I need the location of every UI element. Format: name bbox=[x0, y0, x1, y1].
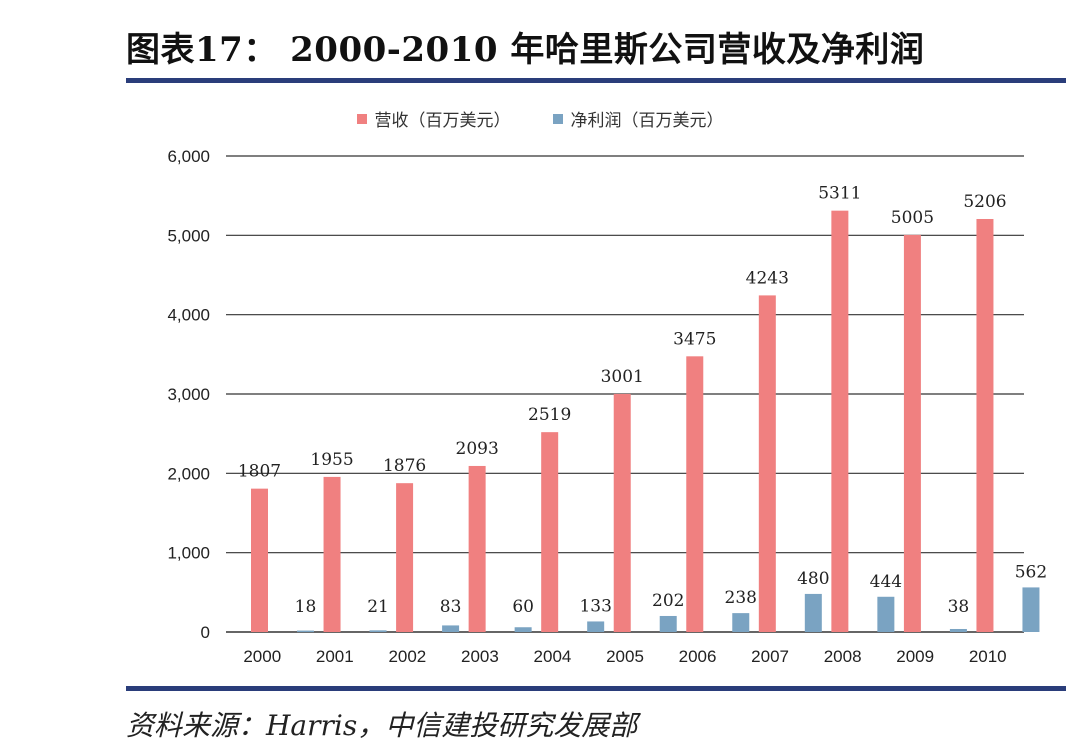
x-tick-label-2001: 2001 bbox=[316, 647, 354, 666]
bar-revenue-2003 bbox=[468, 465, 486, 632]
x-tick-label-2003: 2003 bbox=[461, 647, 499, 666]
data-label-net-profit-2009: 38 bbox=[948, 597, 970, 617]
data-label-revenue-2010: 5206 bbox=[963, 192, 1006, 212]
legend-label-net-profit: 净利润（百万美元） bbox=[570, 111, 724, 131]
legend-swatch-revenue bbox=[356, 113, 367, 124]
chart-legend: 营收（百万美元） 净利润（百万美元） bbox=[0, 106, 1080, 131]
x-tick-label-2005: 2005 bbox=[606, 647, 644, 666]
data-label-revenue-2009: 5005 bbox=[891, 208, 934, 228]
legend-item-net-profit: 净利润（百万美元） bbox=[552, 106, 724, 131]
y-tick-label: 6,000 bbox=[167, 147, 210, 166]
data-label-revenue-2002: 1876 bbox=[383, 456, 426, 476]
data-label-net-profit-2006: 238 bbox=[725, 588, 757, 608]
x-tick-label-2000: 2000 bbox=[243, 647, 281, 666]
bar-revenue-2006 bbox=[686, 356, 704, 632]
bar-net-profit-2008 bbox=[877, 596, 895, 632]
y-tick-label: 4,000 bbox=[167, 306, 210, 325]
bar-net-profit-2007 bbox=[804, 593, 822, 632]
bar-revenue-2004 bbox=[541, 432, 559, 632]
bar-net-profit-2005 bbox=[659, 615, 677, 632]
y-tick-label: 3,000 bbox=[167, 385, 210, 404]
data-label-revenue-2004: 2519 bbox=[528, 405, 571, 425]
x-tick-label-2004: 2004 bbox=[534, 647, 572, 666]
legend-item-revenue: 营收（百万美元） bbox=[356, 106, 511, 131]
data-label-net-profit-2004: 133 bbox=[579, 596, 611, 616]
bar-net-profit-2003 bbox=[514, 627, 532, 632]
data-label-net-profit-2005: 202 bbox=[652, 591, 684, 611]
bar-revenue-2009 bbox=[903, 234, 921, 633]
bar-net-profit-2000 bbox=[297, 630, 314, 633]
legend-label-revenue: 营收（百万美元） bbox=[374, 111, 511, 131]
data-label-revenue-2006: 3475 bbox=[673, 329, 716, 349]
bar-net-profit-2004 bbox=[587, 621, 605, 632]
data-label-revenue-2003: 2093 bbox=[456, 439, 499, 459]
bar-net-profit-2002 bbox=[442, 625, 460, 632]
data-label-revenue-2007: 4243 bbox=[746, 268, 789, 288]
data-label-revenue-2008: 5311 bbox=[818, 184, 861, 204]
bar-revenue-2000 bbox=[251, 488, 268, 632]
y-tick-label: 0 bbox=[201, 623, 210, 642]
bar-revenue-2010 bbox=[976, 218, 994, 632]
top-rule bbox=[126, 78, 1066, 83]
bar-revenue-2008 bbox=[831, 210, 849, 633]
data-label-revenue-2001: 1955 bbox=[310, 450, 353, 470]
bar-revenue-2007 bbox=[758, 295, 776, 632]
bar-revenue-2001 bbox=[323, 476, 341, 632]
x-tick-label-2008: 2008 bbox=[824, 647, 862, 666]
x-tick-label-2010: 2010 bbox=[969, 647, 1007, 666]
data-label-net-profit-2001: 21 bbox=[367, 597, 389, 617]
figure-title: 图表17： 2000-2010 年哈里斯公司营收及净利润 bbox=[126, 30, 925, 70]
bar-revenue-2005 bbox=[613, 393, 631, 632]
data-label-net-profit-2010: 562 bbox=[1015, 562, 1047, 582]
bar-net-profit-2009 bbox=[949, 628, 967, 632]
bottom-rule bbox=[126, 686, 1066, 691]
data-label-revenue-2005: 3001 bbox=[601, 367, 644, 387]
x-tick-label-2002: 2002 bbox=[388, 647, 426, 666]
data-label-net-profit-2007: 480 bbox=[797, 569, 829, 589]
bar-net-profit-2001 bbox=[369, 630, 387, 632]
x-tick-label-2006: 2006 bbox=[679, 647, 717, 666]
data-label-net-profit-2002: 83 bbox=[440, 597, 462, 617]
data-label-net-profit-2003: 60 bbox=[512, 597, 534, 617]
x-tick-label-2007: 2007 bbox=[751, 647, 789, 666]
data-label-net-profit-2000: 18 bbox=[295, 597, 317, 617]
legend-swatch-net-profit bbox=[552, 113, 563, 124]
x-tick-label-2009: 2009 bbox=[896, 647, 934, 666]
bar-net-profit-2006 bbox=[732, 613, 750, 632]
data-label-net-profit-2008: 444 bbox=[870, 572, 902, 592]
bar-net-profit-2010 bbox=[1022, 587, 1040, 632]
y-tick-label: 5,000 bbox=[167, 226, 210, 245]
bar-revenue-2002 bbox=[396, 483, 414, 632]
y-tick-label: 1,000 bbox=[167, 544, 210, 563]
data-label-revenue-2000: 1807 bbox=[238, 462, 281, 482]
source-note: 资料来源：Harris，中信建投研究发展部 bbox=[126, 709, 638, 742]
y-tick-label: 2,000 bbox=[167, 464, 210, 483]
